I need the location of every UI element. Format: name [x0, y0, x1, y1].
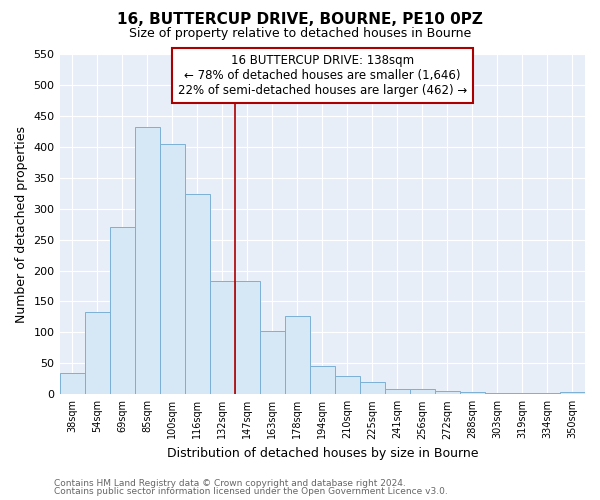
- Bar: [385, 390, 410, 394]
- Bar: [110, 227, 134, 394]
- Bar: [560, 392, 585, 394]
- Bar: [410, 390, 435, 394]
- Text: 16 BUTTERCUP DRIVE: 138sqm
← 78% of detached houses are smaller (1,646)
22% of s: 16 BUTTERCUP DRIVE: 138sqm ← 78% of deta…: [178, 54, 467, 97]
- Bar: [460, 392, 485, 394]
- Bar: [285, 316, 310, 394]
- Bar: [260, 330, 285, 394]
- X-axis label: Distribution of detached houses by size in Bourne: Distribution of detached houses by size …: [167, 447, 478, 460]
- Text: Size of property relative to detached houses in Bourne: Size of property relative to detached ho…: [129, 28, 471, 40]
- Bar: [310, 366, 335, 394]
- Text: 16, BUTTERCUP DRIVE, BOURNE, PE10 0PZ: 16, BUTTERCUP DRIVE, BOURNE, PE10 0PZ: [117, 12, 483, 28]
- Bar: [85, 312, 110, 394]
- Bar: [59, 372, 85, 394]
- Y-axis label: Number of detached properties: Number of detached properties: [15, 126, 28, 322]
- Bar: [535, 393, 560, 394]
- Bar: [134, 127, 160, 394]
- Bar: [185, 194, 209, 394]
- Bar: [209, 281, 235, 394]
- Bar: [510, 393, 535, 394]
- Bar: [160, 144, 185, 394]
- Bar: [360, 382, 385, 394]
- Bar: [485, 393, 510, 394]
- Text: Contains public sector information licensed under the Open Government Licence v3: Contains public sector information licen…: [54, 487, 448, 496]
- Bar: [235, 281, 260, 394]
- Bar: [335, 376, 360, 394]
- Text: Contains HM Land Registry data © Crown copyright and database right 2024.: Contains HM Land Registry data © Crown c…: [54, 478, 406, 488]
- Bar: [435, 391, 460, 394]
